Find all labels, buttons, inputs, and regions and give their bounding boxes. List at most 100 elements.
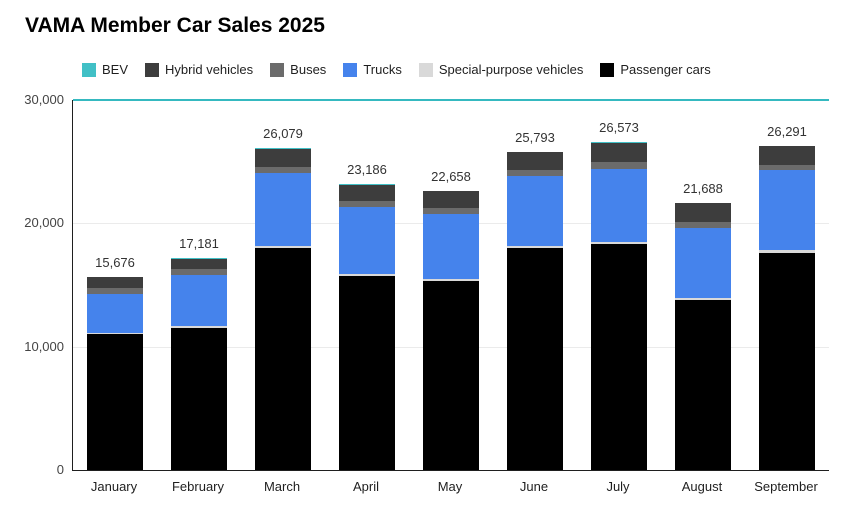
legend-swatch-icon <box>600 62 615 77</box>
bar-segment-passenger-cars <box>255 248 311 470</box>
bar-segment-trucks <box>591 169 647 242</box>
bar-segment-buses <box>507 170 563 177</box>
legend-label: Passenger cars <box>620 62 711 77</box>
bar-segment-passenger-cars <box>759 252 815 470</box>
bar-segment-passenger-cars <box>171 328 227 470</box>
bar-total-label: 26,573 <box>599 120 639 136</box>
bar-segment-passenger-cars <box>87 334 143 470</box>
x-axis-label-march: March <box>263 479 301 494</box>
legend: BEV Hybrid vehicles Buses Trucks Special-pur… <box>82 62 711 77</box>
bar-total-label: 21,688 <box>683 180 723 196</box>
bar-column-july: 26,573 <box>577 100 661 470</box>
legend-swatch-icon <box>82 62 96 77</box>
bar-segment-hybrid-vehicles <box>759 146 815 166</box>
bar-total-label: 15,676 <box>95 254 135 270</box>
plot-area: 15,676 17,181 26,079 23,186 22,658 25,793 26,5… <box>72 99 829 471</box>
bar-column-september: 26,291 <box>745 100 829 470</box>
y-axis-tick-label: 10,000 <box>24 338 64 354</box>
bar-segment-buses <box>171 268 227 275</box>
bar-column-january: 15,676 <box>73 100 157 470</box>
x-axis-label-january: January <box>90 479 138 494</box>
bar-segment-hybrid-vehicles <box>255 148 311 167</box>
bar-segment-buses <box>759 165 815 171</box>
bar-stack <box>675 202 731 470</box>
bar-total-label: 23,186 <box>347 162 387 178</box>
bar-total-label: 26,291 <box>767 123 807 139</box>
x-axis-label-may: May <box>437 479 463 494</box>
legend-label: Special-purpose vehicles <box>438 62 584 77</box>
bar-segment-buses <box>255 166 311 173</box>
bar-stack <box>339 184 395 470</box>
bar-total-label: 26,079 <box>263 126 303 142</box>
bar-stack <box>87 276 143 470</box>
bar-segment-buses <box>591 162 647 170</box>
bar-column-february: 17,181 <box>157 100 241 470</box>
bar-segment-passenger-cars <box>675 299 731 470</box>
bar-stack <box>759 145 815 470</box>
bar-column-august: 21,688 <box>661 100 745 470</box>
bar-total-label: 17,181 <box>179 236 219 252</box>
bar-total-label: 22,658 <box>431 168 471 184</box>
bar-stack <box>591 142 647 470</box>
y-axis-tick-label: 20,000 <box>24 215 64 231</box>
bar-segment-hybrid-vehicles <box>591 142 647 163</box>
legend-swatch-icon <box>418 62 433 77</box>
legend-label: Buses <box>290 62 327 77</box>
bar-segment-special-purpose-vehicles <box>507 245 563 248</box>
bar-stack <box>507 151 563 470</box>
legend-swatch-icon <box>270 62 285 77</box>
legend-item-trucks: Trucks <box>343 62 402 77</box>
bar-column-april: 23,186 <box>325 100 409 470</box>
bar-segment-buses <box>87 288 143 295</box>
bar-segment-buses <box>675 222 731 228</box>
bar-segment-hybrid-vehicles <box>87 277 143 289</box>
bar-segment-hybrid-vehicles <box>675 202 731 223</box>
legend-label: Trucks <box>363 62 402 77</box>
bar-stack <box>423 190 479 470</box>
x-axis-label-june: June <box>519 479 549 494</box>
bar-column-june: 25,793 <box>493 100 577 470</box>
bar-segment-trucks <box>87 294 143 333</box>
bar-segment-trucks <box>759 170 815 251</box>
bar-segment-trucks <box>423 213 479 279</box>
x-axis-label-february: February <box>171 479 225 494</box>
bar-segment-passenger-cars <box>591 244 647 470</box>
bar-segment-hybrid-vehicles <box>171 258 227 269</box>
top-gridline <box>73 99 829 101</box>
bar-segment-special-purpose-vehicles <box>675 297 731 300</box>
bar-segment-special-purpose-vehicles <box>423 278 479 282</box>
bar-segment-special-purpose-vehicles <box>87 332 143 335</box>
legend-item-special-purpose-vehicles: Special-purpose vehicles <box>418 62 584 77</box>
bar-total-label: 25,793 <box>515 129 555 145</box>
legend-item-hybrid-vehicles: Hybrid vehicles <box>145 62 253 77</box>
y-axis: 30,000 20,000 10,000 0 <box>0 92 64 477</box>
bar-segment-buses <box>423 207 479 214</box>
y-axis-tick-label: 0 <box>56 462 64 477</box>
bar-segment-special-purpose-vehicles <box>171 326 227 329</box>
y-axis-tick-label: 30,000 <box>24 92 64 107</box>
bar-segment-passenger-cars <box>423 281 479 470</box>
legend-item-buses: Buses <box>270 62 326 77</box>
bar-segment-trucks <box>339 207 395 274</box>
bar-column-may: 22,658 <box>409 100 493 470</box>
bar-segment-trucks <box>255 172 311 246</box>
chart-title: VAMA Member Car Sales 2025 <box>25 14 325 37</box>
legend-swatch-icon <box>145 62 160 77</box>
bar-segment-hybrid-vehicles <box>423 190 479 208</box>
bar-segment-hybrid-vehicles <box>339 184 395 202</box>
bar-column-march: 26,079 <box>241 100 325 470</box>
bar-segment-hybrid-vehicles <box>507 152 563 171</box>
bar-segment-trucks <box>171 274 227 327</box>
x-axis: January February March April May June July Augu… <box>72 479 828 499</box>
x-axis-label-september: September <box>754 479 818 494</box>
legend-swatch-icon <box>343 62 358 77</box>
bar-segment-special-purpose-vehicles <box>591 241 647 245</box>
legend-label: BEV <box>102 62 129 77</box>
bar-segment-passenger-cars <box>507 248 563 470</box>
legend-item-passenger-cars: Passenger cars <box>600 62 711 77</box>
bar-segment-passenger-cars <box>339 276 395 470</box>
bar-stack <box>255 148 311 470</box>
bar-segment-trucks <box>675 227 731 298</box>
bar-segment-special-purpose-vehicles <box>759 250 815 253</box>
